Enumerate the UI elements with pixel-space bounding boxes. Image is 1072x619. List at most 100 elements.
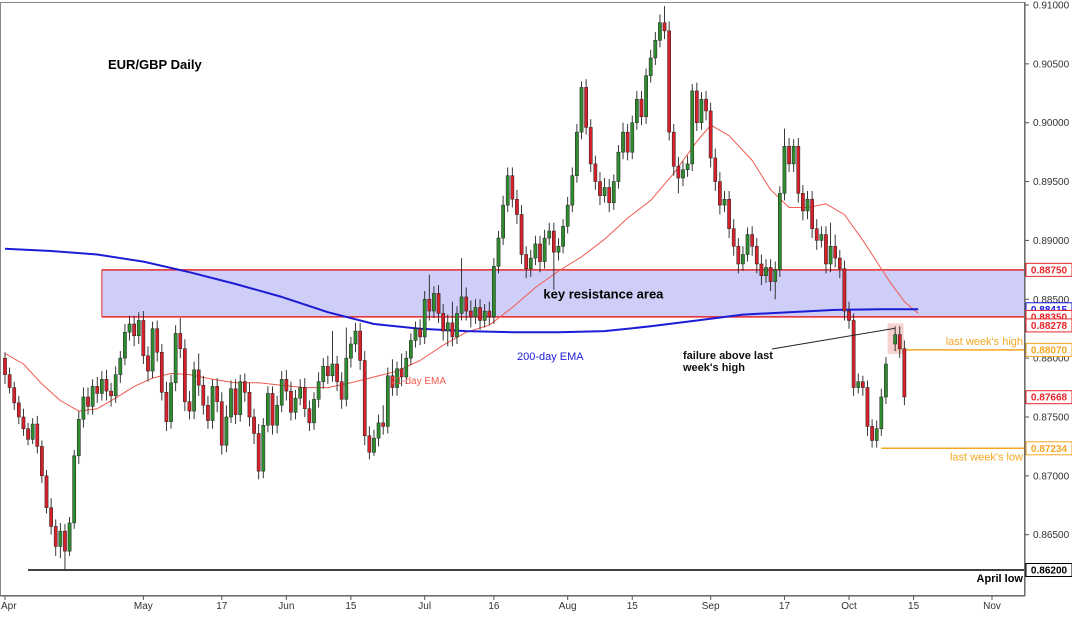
candle-body-0	[3, 357, 7, 375]
candle-body-42	[196, 369, 201, 386]
candle-body-146	[676, 166, 681, 179]
candle-body-121	[561, 226, 565, 247]
x-tick-label-9: Sep	[702, 601, 720, 612]
candle-body-107	[496, 237, 501, 267]
price-tags-layer: 0.887500.884150.883500.882780.880700.876…	[1025, 262, 1072, 577]
x-tick-label-2: 17	[216, 601, 228, 612]
candle-body-101	[468, 310, 473, 318]
candle-body-136	[630, 122, 635, 153]
candle-body-40	[187, 401, 192, 412]
candle-body-23	[109, 390, 113, 397]
candle-body-177	[819, 234, 824, 241]
failure-label-line2: week's high	[682, 362, 745, 374]
candle-body-165	[764, 267, 768, 276]
candle-body-113	[524, 254, 529, 269]
candle-body-193	[897, 334, 902, 349]
candle-body-108	[501, 204, 505, 239]
candle-body-143	[662, 22, 667, 32]
candle-body-109	[505, 175, 510, 206]
candle-body-119	[551, 230, 556, 253]
y-tick-label-0: 0.91000	[1033, 1, 1070, 12]
candle-body-153	[708, 110, 713, 159]
candle-body-59	[275, 404, 279, 426]
candle-body-168	[777, 193, 782, 271]
candle-body-62	[289, 390, 293, 413]
candle-body-156	[722, 198, 727, 206]
price-tag-box-0	[1025, 262, 1072, 277]
candle-body-137	[635, 98, 639, 123]
ema200-line	[4, 247, 919, 334]
candle-body-184	[851, 320, 856, 388]
x-tick-label-10: 17	[779, 601, 791, 612]
candle-body-148	[685, 163, 690, 171]
candle-body-34	[159, 351, 164, 393]
candle-body-10	[49, 507, 53, 527]
candle-body-57	[266, 393, 270, 426]
candle-body-181	[837, 257, 842, 269]
candle-body-120	[556, 246, 561, 253]
candle-body-4	[21, 416, 26, 429]
candle-body-76	[353, 330, 358, 345]
candle-body-91	[422, 299, 427, 338]
candle-body-114	[528, 257, 533, 269]
y-tick-label-1: 0.90500	[1033, 59, 1070, 70]
candle-body-190	[879, 396, 884, 429]
candle-body-75	[349, 343, 353, 359]
x-tick-label-3: Jun	[278, 601, 294, 612]
chart-title: EUR/GBP Daily	[108, 57, 202, 72]
candle-body-117	[542, 237, 547, 262]
candle-body-102	[473, 307, 478, 318]
price-tag-text-2: 0.88350	[1031, 312, 1068, 323]
candle-body-55	[256, 433, 261, 472]
price-tag-text-6: 0.87234	[1031, 444, 1068, 455]
candle-body-100	[464, 296, 469, 312]
candle-body-150	[694, 90, 699, 123]
candle-body-194	[902, 348, 907, 398]
price-tag-text-7: 0.86200	[1031, 566, 1068, 577]
candle-body-78	[362, 360, 367, 437]
candle-body-92	[427, 299, 432, 312]
candle-body-3	[16, 402, 21, 418]
candle-body-94	[436, 293, 441, 314]
candle-body-96	[445, 322, 450, 332]
ema200-label: 200-day EMA	[517, 351, 584, 363]
candle-body-60	[279, 379, 284, 406]
price-tag-box-5	[1025, 390, 1072, 405]
candle-body-6	[30, 423, 35, 440]
x-tick-label-8: 15	[627, 601, 639, 612]
y-tick-label-7: 0.87500	[1033, 412, 1070, 423]
candle-body-110	[510, 175, 515, 200]
candle-body-105	[487, 310, 492, 318]
candle-body-11	[53, 526, 58, 547]
candle-body-163	[754, 246, 759, 265]
candle-body-5	[26, 428, 30, 440]
candle-body-71	[330, 363, 335, 377]
candle-body-166	[768, 267, 773, 282]
candle-body-77	[358, 330, 362, 361]
candle-body-8	[40, 446, 44, 477]
candle-body-28	[132, 323, 136, 337]
candle-body-84	[390, 375, 395, 388]
candle-body-129	[598, 181, 602, 196]
candle-body-86	[399, 368, 404, 378]
candle-body-50	[233, 388, 238, 415]
candle-body-7	[35, 423, 40, 447]
candle-body-155	[718, 181, 722, 206]
candle-body-140	[648, 57, 653, 76]
candle-body-90	[418, 328, 422, 338]
candle-body-39	[183, 348, 187, 402]
candle-body-104	[482, 310, 487, 321]
april-low-label: April low	[977, 573, 1024, 585]
last-week-high-label: last week's high	[946, 336, 1023, 348]
candle-body-72	[335, 363, 339, 382]
price-tag-text-0: 0.88750	[1031, 265, 1068, 276]
candle-body-89	[413, 328, 418, 341]
x-tick-label-11: Oct	[841, 601, 857, 612]
candle-body-70	[326, 366, 330, 377]
candle-body-13	[63, 530, 67, 552]
candle-body-160	[741, 254, 745, 265]
candle-body-178	[824, 234, 828, 265]
candle-body-85	[395, 368, 399, 388]
